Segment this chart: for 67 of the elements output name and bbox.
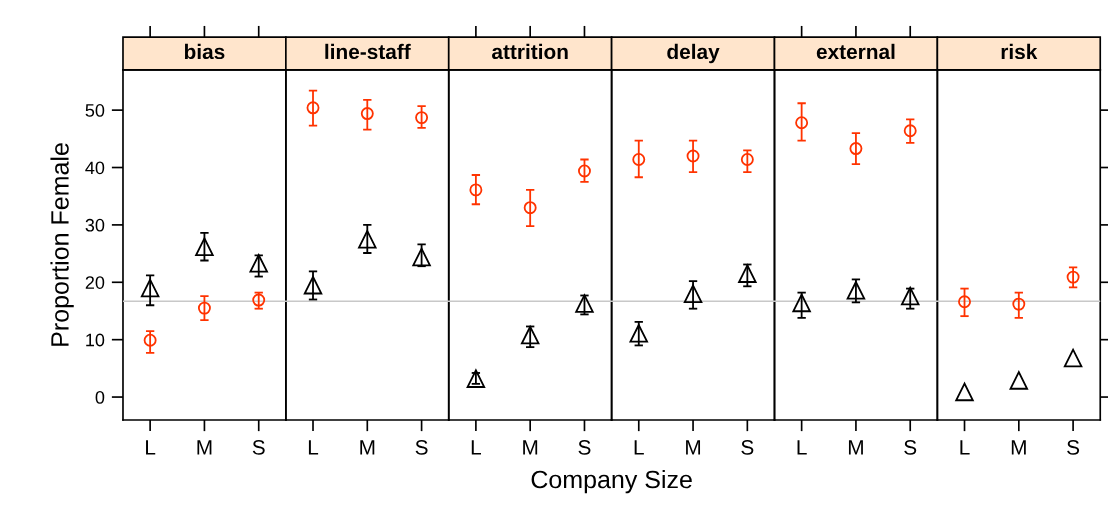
point — [903, 124, 917, 138]
point — [629, 324, 649, 343]
point — [415, 111, 429, 125]
x-axis-title: Company Size — [531, 469, 692, 494]
x-tick-label: S — [904, 440, 917, 455]
x-tick-label: L — [634, 440, 644, 455]
x-tick-label: L — [308, 440, 319, 455]
point — [412, 247, 431, 267]
point — [955, 382, 974, 402]
point — [306, 101, 320, 115]
point — [195, 237, 214, 256]
point — [140, 278, 160, 298]
text: risk — [1001, 43, 1038, 60]
x-tick-label: M — [197, 440, 212, 455]
point — [1009, 371, 1029, 390]
text: delay — [667, 43, 720, 64]
point — [846, 281, 866, 300]
point — [520, 325, 540, 345]
point — [358, 230, 377, 249]
x-tick-label: L — [471, 440, 481, 455]
point — [792, 293, 811, 313]
x-tick-label: M — [1011, 440, 1026, 455]
y-axis-title: Proportion Female — [50, 143, 74, 346]
text: bias — [184, 43, 225, 60]
point — [632, 153, 646, 166]
point — [1063, 348, 1083, 368]
x-tick-label: S — [741, 440, 754, 455]
point — [1066, 270, 1080, 284]
x-tick-label: L — [797, 440, 807, 455]
y-tick-label: 20 — [85, 276, 105, 290]
x-tick-label: S — [415, 440, 428, 455]
point — [249, 254, 268, 273]
point — [469, 183, 483, 197]
text: line-staff — [325, 43, 411, 60]
text: attrition — [492, 43, 568, 60]
point — [303, 275, 323, 295]
point — [197, 301, 211, 315]
point — [143, 333, 157, 347]
point — [686, 149, 700, 163]
point — [849, 142, 863, 156]
y-tick-label: 40 — [85, 161, 105, 175]
point — [523, 201, 537, 215]
point — [900, 286, 920, 306]
point — [1012, 297, 1026, 311]
point — [575, 294, 594, 313]
x-tick-label: L — [146, 440, 156, 455]
x-tick-label: S — [578, 440, 591, 455]
x-tick-label: S — [1067, 440, 1080, 455]
point — [578, 164, 591, 178]
x-tick-label: M — [848, 440, 863, 455]
x-tick-label: S — [252, 440, 265, 455]
point — [795, 116, 809, 130]
point — [958, 295, 971, 309]
x-tick-label: M — [360, 440, 375, 455]
y-tick-label: 0 — [95, 390, 105, 404]
point — [466, 369, 486, 388]
x-tick-label: L — [960, 440, 970, 455]
x-tick-label: M — [523, 440, 538, 455]
y-tick-label: 30 — [85, 218, 105, 232]
x-tick-label: M — [686, 440, 701, 455]
y-tick-label: 50 — [85, 104, 105, 117]
point — [683, 284, 703, 304]
point — [740, 153, 754, 166]
point — [360, 107, 374, 121]
text: external — [816, 43, 895, 60]
point — [738, 264, 757, 283]
y-tick-label: 10 — [86, 333, 105, 347]
